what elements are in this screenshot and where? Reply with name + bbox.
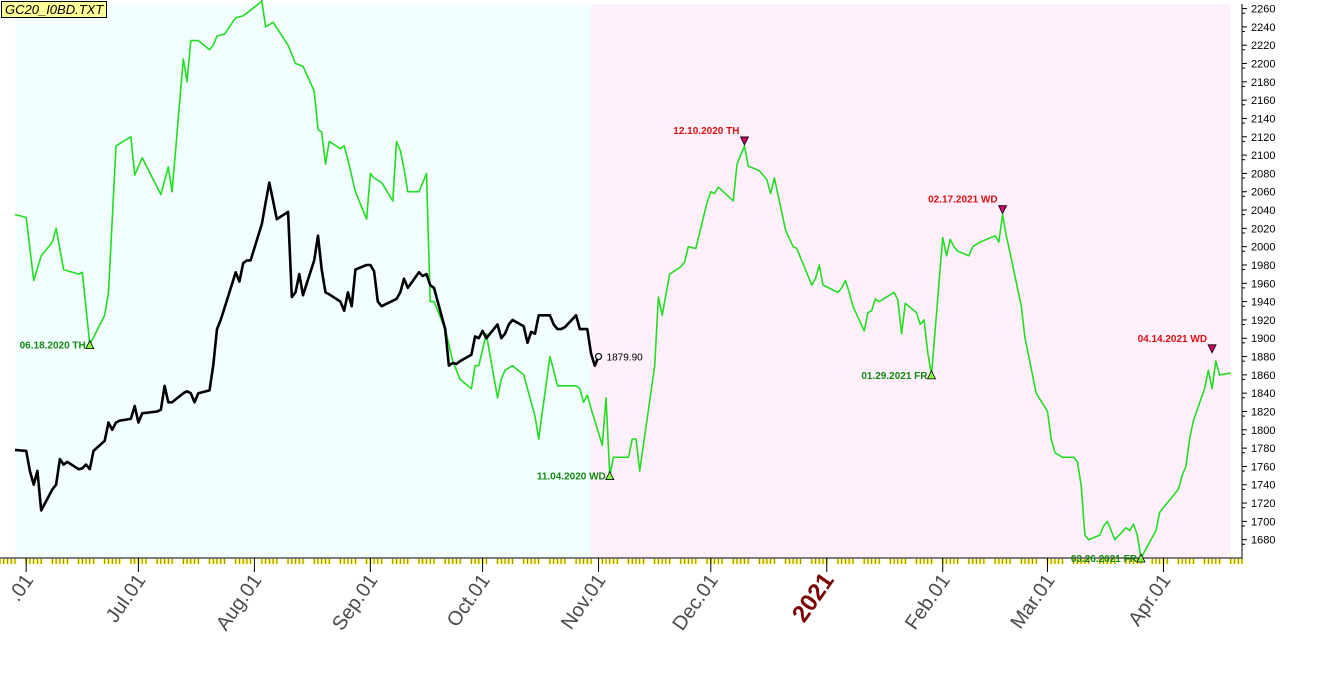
y-tick-label: 1900 — [1251, 333, 1275, 345]
y-tick-label: 1720 — [1251, 498, 1275, 510]
high-label: 04.14.2021 WD — [1138, 334, 1208, 345]
y-tick-label: 1800 — [1251, 425, 1275, 437]
high-marker — [1207, 344, 1217, 354]
x-month-label: .01 — [4, 570, 38, 605]
low-marker — [605, 470, 615, 480]
y-tick-label: 1940 — [1251, 297, 1275, 309]
y-tick-label: 2000 — [1251, 242, 1275, 254]
high-label: 12.10.2020 TH — [673, 126, 739, 137]
y-tick-label: 1880 — [1251, 352, 1275, 364]
y-tick-label: 2080 — [1251, 168, 1275, 180]
x-month-label: Jul.01 — [102, 570, 151, 626]
x-month-label: Feb.01 — [901, 570, 955, 634]
x-month-label: Mar.01 — [1006, 570, 1059, 633]
x-month-label: Oct.01 — [443, 570, 495, 631]
y-tick-label: 2020 — [1251, 223, 1275, 235]
y-tick-label: 2220 — [1251, 40, 1275, 52]
y-tick-label: 1840 — [1251, 388, 1275, 400]
low-marker — [926, 369, 937, 380]
y-tick-label: 2140 — [1251, 113, 1275, 125]
y-tick-label: 2260 — [1251, 4, 1275, 16]
low-label: 06.18.2020 TH — [20, 341, 86, 352]
series-line-black — [14, 181, 600, 512]
x-day-mark — [0, 559, 2, 564]
y-tick-label: 2100 — [1251, 150, 1275, 162]
y-tick-label: 1820 — [1251, 406, 1275, 418]
series-line-green — [14, 0, 1231, 559]
y-tick-label: 2060 — [1251, 187, 1275, 199]
high-marker — [739, 136, 750, 146]
low-label: 01.29.2021 FR — [861, 371, 928, 382]
y-tick-label: 1680 — [1251, 535, 1275, 547]
y-tick-label: 1780 — [1251, 443, 1275, 455]
high-marker — [997, 205, 1008, 215]
y-tick-label: 1860 — [1251, 370, 1275, 382]
low-marker — [85, 339, 95, 350]
low-marker — [1136, 553, 1146, 563]
y-tick-label: 2240 — [1251, 22, 1275, 34]
y-tick-label: 1740 — [1251, 480, 1275, 492]
y-tick-label: 1960 — [1251, 278, 1275, 290]
x-month-label: Dec.01 — [669, 570, 723, 635]
x-month-label: 2021 — [787, 568, 840, 627]
y-tick-label: 1980 — [1251, 260, 1275, 272]
low-label: 03.26.2021 FR — [1071, 554, 1138, 565]
y-tick-label: 2040 — [1251, 205, 1275, 217]
last-value-label: 1879.90 — [607, 353, 644, 364]
y-tick-label: 2120 — [1251, 132, 1275, 144]
shaded-region-0 — [14, 4, 592, 558]
y-tick-label: 1760 — [1251, 461, 1275, 473]
y-tick-label: 2160 — [1251, 95, 1275, 107]
y-tick-label: 2180 — [1251, 77, 1275, 89]
chart-title: GC20_I0BD.TXT — [1, 1, 108, 18]
y-tick-label: 1700 — [1251, 516, 1275, 528]
y-tick-label: 1920 — [1251, 315, 1275, 327]
last-value-marker — [594, 352, 603, 361]
x-month-label: Sep.01 — [328, 570, 382, 635]
y-tick-label: 2200 — [1251, 59, 1275, 71]
x-month-label: Aug.01 — [212, 570, 266, 635]
high-label: 02.17.2021 WD — [928, 195, 998, 206]
low-label: 11.04.2020 WD — [537, 472, 606, 483]
shaded-region-1 — [591, 4, 1231, 558]
x-month-label: Apr.01 — [1124, 570, 1175, 630]
x-month-label: Nov.01 — [557, 570, 611, 633]
